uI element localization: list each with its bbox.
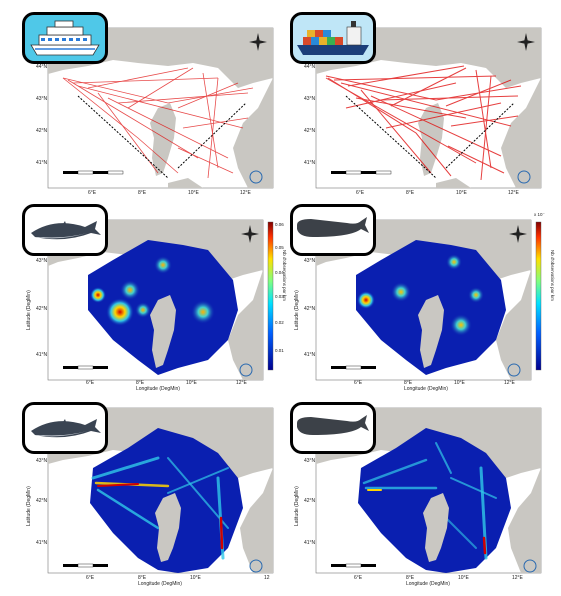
x-axis-title: Longitude (DegMin) — [404, 386, 448, 392]
x-axis-title: Longitude (DegMin) — [136, 386, 180, 392]
lat-tick: 43°N — [304, 258, 316, 264]
fin-whale-icon — [22, 402, 108, 454]
lon-tick: 8°E — [138, 190, 147, 196]
lon-tick: 6°E — [354, 380, 363, 386]
land-east — [233, 78, 273, 188]
lon-tick: 10°E — [454, 380, 465, 386]
corsica-sardinia — [150, 103, 176, 176]
colorbar-tick: 0.04 — [275, 270, 284, 275]
lat-tick: 42°N — [36, 128, 48, 134]
lon-tick: 6°E — [356, 190, 365, 196]
colorbar-tick: 0.05 — [275, 245, 284, 250]
fin-whale-icon — [22, 204, 108, 256]
lat-tick: 42°N — [36, 498, 48, 504]
x-axis-title: Longitude (DegMin) — [406, 581, 450, 587]
lon-tick: 10°E — [458, 575, 469, 581]
lat-tick: 42°N — [304, 128, 316, 134]
traffic-map — [47, 27, 274, 189]
lat-tick: 41°N — [304, 540, 316, 546]
colorbar-exponent: x 10⁻ — [534, 212, 545, 217]
y-axis-title: Latitude (DegMin) — [26, 486, 32, 526]
y-axis-title: Latitude (DegMin) — [26, 290, 32, 330]
cruise-ship-icon — [22, 12, 108, 64]
lon-tick: 12°E — [512, 575, 523, 581]
lon-tick: 12°E — [236, 380, 247, 386]
colorbar-tick: 0.02 — [275, 320, 284, 325]
lat-tick: 44°N — [36, 64, 48, 70]
lon-tick: 6°E — [86, 380, 95, 386]
sperm-whale-icon — [290, 204, 376, 256]
compass-rose-icon — [509, 225, 527, 243]
lon-tick: 8°E — [406, 190, 415, 196]
lat-tick: 42°N — [304, 498, 316, 504]
logo-icon — [249, 559, 263, 573]
y-axis-title: Latitude (DegMin) — [294, 486, 300, 526]
lon-tick: 6°E — [88, 190, 97, 196]
lon-tick: 10°E — [186, 380, 197, 386]
colorbar — [267, 221, 274, 371]
lon-tick: 6°E — [354, 575, 363, 581]
lon-tick: 8°E — [406, 575, 415, 581]
colorbar — [535, 221, 542, 371]
compass-rose-icon — [517, 33, 535, 51]
x-axis-title: Longitude (DegMin) — [138, 581, 182, 587]
traffic-lines — [62, 67, 254, 179]
lat-tick: 41°N — [304, 160, 316, 166]
lat-tick: 43°N — [36, 458, 48, 464]
logo-icon — [517, 170, 531, 184]
logo-icon — [239, 363, 253, 377]
lon-tick: 10°E — [456, 190, 467, 196]
lon-tick: 12°E — [504, 380, 515, 386]
lat-tick: 41°N — [36, 540, 48, 546]
compass-rose-icon — [249, 33, 267, 51]
lat-tick: 43°N — [304, 96, 316, 102]
lat-tick: 44°N — [304, 64, 316, 70]
lat-tick: 41°N — [304, 352, 316, 358]
lat-tick: 41°N — [36, 352, 48, 358]
map-panel-sperm-whale-collision-risk: 43°N 42°N 41°N Latitude (DegMin) 6°E 8°E… — [286, 398, 551, 587]
land-south — [168, 178, 203, 188]
y-axis-title: Latitude (DegMin) — [294, 290, 300, 330]
colorbar-tick: 0.03 — [275, 294, 284, 299]
density-map — [315, 407, 542, 574]
lon-tick: 10°E — [188, 190, 199, 196]
map-panel-fin-whale-collision-risk: 43°N 42°N 41°N Latitude (DegMin) 6°E 8°E… — [18, 398, 283, 587]
lon-tick: 10°E — [190, 575, 201, 581]
lon-tick: 8°E — [404, 380, 413, 386]
lon-tick: 6°E — [86, 575, 95, 581]
lon-tick: 12°E — [240, 190, 251, 196]
colorbar-tick: 0.06 — [275, 222, 284, 227]
lon-tick: 8°E — [136, 380, 145, 386]
lon-tick: 12 — [264, 575, 270, 581]
logo-icon — [249, 170, 263, 184]
lat-tick: 42°N — [36, 306, 48, 312]
map-panel-fin-whale-observations: 43°N 42°N 41°N Latitude (DegMin) 6°E 8°E… — [18, 200, 284, 392]
map-panel-cargo-traffic: 44°N 43°N 42°N 41°N 6°E 8°E 10°E 12°E — [286, 8, 551, 196]
lat-tick: 42°N — [304, 306, 316, 312]
lat-tick: 43°N — [304, 458, 316, 464]
colorbar-title: Nb d'observations par km — [550, 250, 555, 301]
colorbar-tick: 0.01 — [275, 348, 284, 353]
lon-tick: 12°E — [508, 190, 519, 196]
logo-icon — [523, 559, 537, 573]
lat-tick: 41°N — [36, 160, 48, 166]
map-panel-cruise-traffic: 44°N 43°N 42°N 41°N 6°E 8°E 10°E 12°E — [18, 8, 283, 196]
lon-tick: 8°E — [138, 575, 147, 581]
lat-tick: 43°N — [36, 96, 48, 102]
map-panel-sperm-whale-observations: 43°N 42°N 41°N Latitude (DegMin) 6°E 8°E… — [286, 200, 551, 392]
logo-icon — [507, 363, 521, 377]
scale-bar — [63, 170, 124, 175]
sperm-whale-icon — [290, 402, 376, 454]
lat-tick: 43°N — [36, 258, 48, 264]
cargo-ship-icon — [290, 12, 376, 64]
compass-rose-icon — [241, 225, 259, 243]
dashed-boundary — [77, 95, 169, 179]
